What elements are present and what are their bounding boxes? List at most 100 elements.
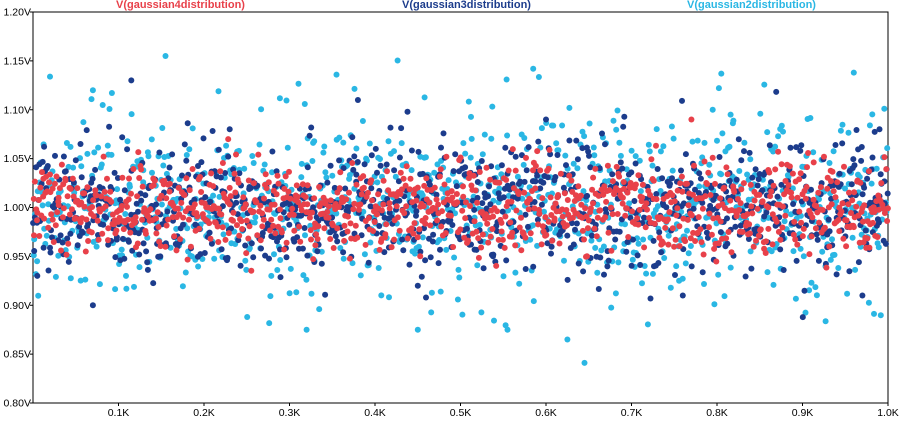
data-point (745, 236, 752, 242)
data-point (31, 178, 38, 185)
data-point (578, 201, 585, 208)
x-tick-label: 0.4K (364, 407, 386, 419)
data-point (493, 228, 500, 235)
data-point (866, 244, 873, 251)
data-point (639, 280, 645, 287)
data-point (78, 199, 85, 206)
data-point (778, 122, 785, 129)
data-point (679, 97, 685, 104)
data-point (884, 205, 891, 212)
data-point (656, 229, 663, 236)
data-point (282, 173, 289, 180)
data-point (48, 211, 55, 218)
data-point (179, 283, 186, 290)
data-point (473, 228, 480, 235)
data-point (668, 123, 675, 130)
data-point (372, 145, 379, 152)
data-point (83, 127, 90, 134)
data-point (692, 186, 698, 193)
data-point (259, 223, 266, 230)
data-point (499, 236, 506, 243)
data-point (603, 198, 610, 205)
data-point (358, 191, 365, 198)
data-point (342, 185, 349, 192)
data-point (375, 265, 382, 271)
data-point (465, 175, 472, 182)
data-point (227, 193, 234, 200)
data-point (759, 187, 766, 194)
data-point (561, 190, 568, 197)
data-point (287, 265, 294, 272)
data-point (690, 205, 697, 212)
data-point (95, 236, 102, 243)
data-point (821, 153, 827, 160)
data-point (270, 222, 277, 229)
data-point (194, 213, 201, 220)
data-point (586, 120, 593, 127)
data-point (286, 168, 292, 175)
data-point (393, 203, 400, 210)
data-point (219, 160, 226, 166)
data-point (181, 141, 188, 148)
data-point (799, 314, 806, 321)
data-point (450, 168, 457, 175)
data-point (875, 206, 882, 213)
data-point (157, 253, 164, 260)
data-point (773, 88, 780, 95)
data-point (240, 212, 247, 219)
data-point (826, 160, 833, 166)
data-point (197, 174, 203, 180)
data-point (93, 243, 100, 250)
data-point (298, 212, 305, 219)
data-point (808, 233, 815, 240)
data-point (623, 166, 630, 173)
data-point (374, 211, 381, 218)
data-point (785, 182, 792, 189)
data-point (736, 168, 743, 174)
data-point (233, 199, 240, 206)
data-point (747, 248, 754, 255)
data-point (382, 231, 389, 238)
data-point (521, 189, 528, 196)
data-point (857, 179, 864, 186)
data-point (534, 172, 541, 179)
data-point (134, 193, 141, 200)
data-point (814, 236, 821, 243)
data-point (500, 273, 507, 280)
data-point (584, 253, 590, 260)
data-point (238, 218, 245, 225)
data-point (514, 173, 521, 180)
data-point (186, 187, 193, 194)
data-point (595, 286, 602, 292)
data-point (226, 201, 233, 208)
data-point (63, 140, 70, 146)
data-point (70, 164, 77, 171)
data-point (377, 156, 383, 162)
data-point (744, 171, 751, 178)
data-point (724, 215, 730, 222)
data-point (126, 175, 132, 182)
data-point (868, 180, 875, 187)
data-point (515, 191, 522, 197)
data-point (669, 167, 676, 174)
data-point (106, 106, 113, 112)
y-tick-label: 0.85V (4, 349, 31, 361)
data-point (277, 257, 284, 263)
data-point (502, 144, 509, 151)
data-point (344, 228, 351, 235)
data-point (398, 125, 405, 132)
data-point (413, 208, 420, 215)
data-point (47, 73, 53, 80)
data-point (487, 201, 494, 208)
data-point (230, 217, 236, 224)
data-point (715, 85, 722, 92)
data-point (132, 218, 139, 225)
data-point (398, 140, 405, 147)
data-point (781, 218, 788, 225)
data-point (706, 161, 713, 168)
data-point (672, 272, 678, 278)
data-point (694, 137, 701, 144)
data-point (210, 183, 217, 190)
data-point (302, 194, 309, 200)
data-point (145, 153, 152, 160)
